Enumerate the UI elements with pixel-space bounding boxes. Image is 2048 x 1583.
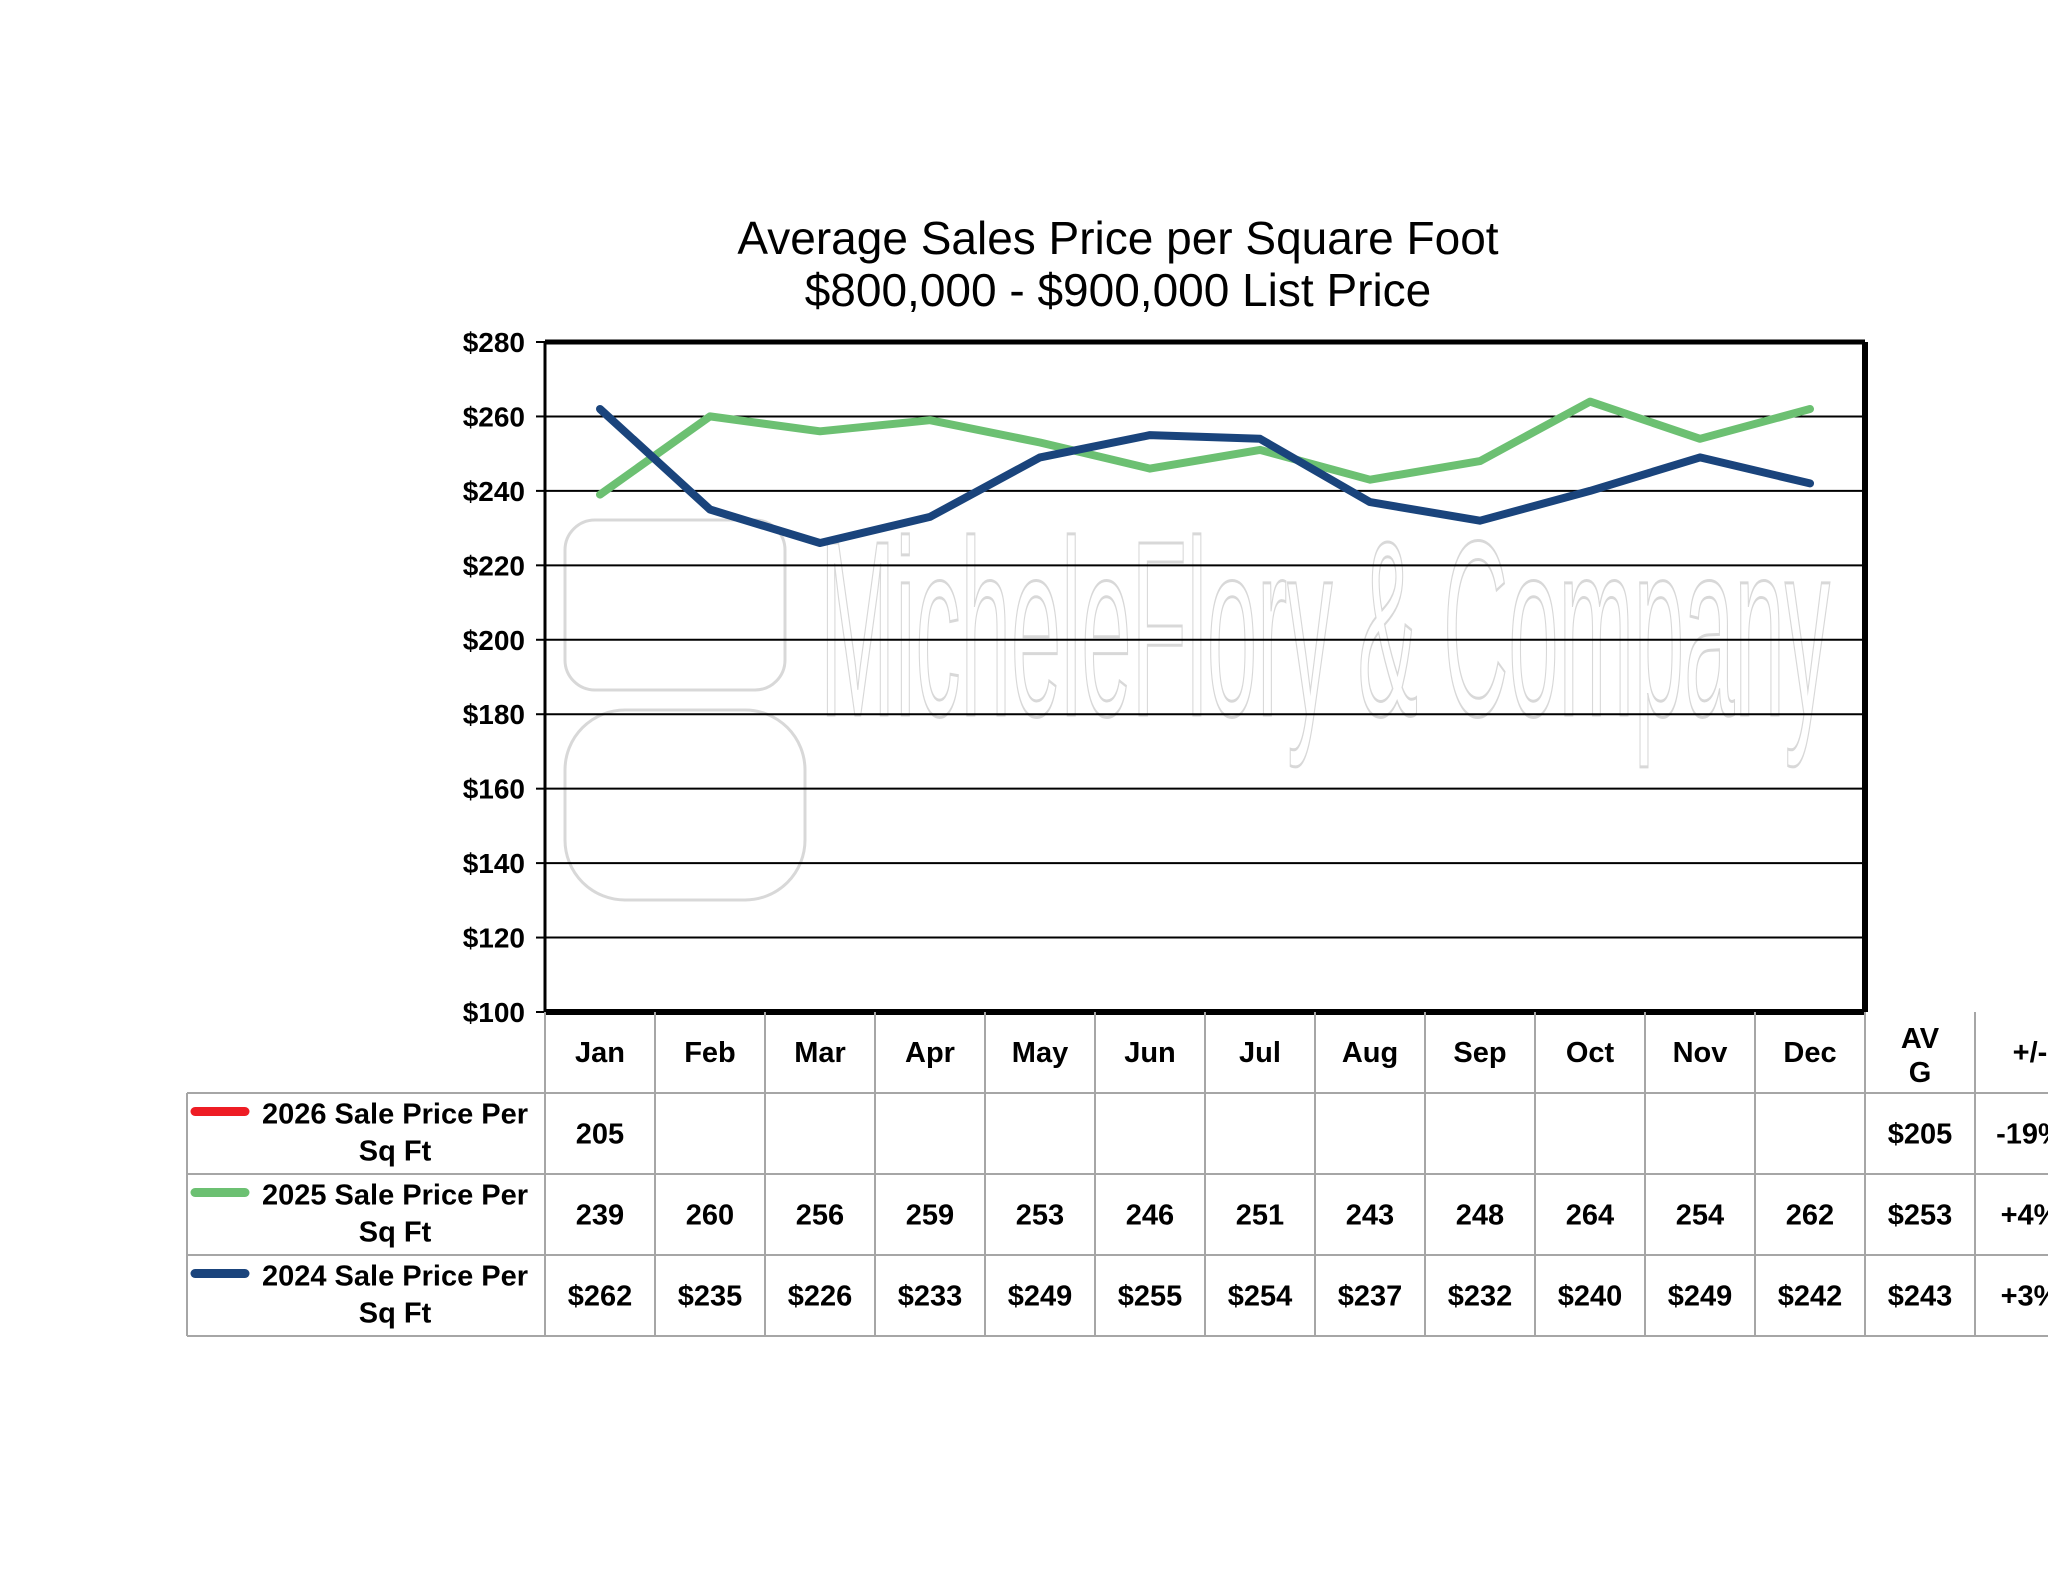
table-cell-value: 253 bbox=[1016, 1200, 1064, 1232]
table-cell-value: 254 bbox=[1676, 1200, 1724, 1232]
x-tick-label: May bbox=[1012, 1037, 1068, 1069]
watermark-logo: MicheleFlory & Company bbox=[563, 488, 1832, 902]
table-cell-value: 248 bbox=[1456, 1200, 1504, 1232]
y-axis-ticks: $100 $120 $140 $160 $180 $200 $220 $240 $260 $280 bbox=[463, 327, 545, 1028]
x-tick-label: Aug bbox=[1342, 1037, 1398, 1069]
table-cell-value: 251 bbox=[1236, 1200, 1284, 1232]
chart-title: Average Sales Price per Square Foot bbox=[737, 212, 1498, 264]
y-tick-label: $180 bbox=[463, 699, 525, 730]
watermark-house-icon bbox=[563, 518, 787, 692]
table-cell-value: $240 bbox=[1558, 1281, 1623, 1313]
x-tick-label: Sep bbox=[1453, 1037, 1506, 1069]
y-tick-label: $220 bbox=[463, 550, 525, 581]
y-tick-label: $160 bbox=[463, 774, 525, 805]
table-cell-value: $262 bbox=[568, 1281, 633, 1313]
table-cell-change: -19% bbox=[1996, 1119, 2048, 1151]
table-cell-value: $232 bbox=[1448, 1281, 1513, 1313]
table-cell-value: 260 bbox=[686, 1200, 734, 1232]
table-cell-value: 243 bbox=[1346, 1200, 1394, 1232]
table-cell-avg: $205 bbox=[1888, 1119, 1953, 1151]
table-cell-value: $235 bbox=[678, 1281, 743, 1313]
avg-header-label-part1: AV bbox=[1901, 1023, 1940, 1055]
change-header-label: +/- bbox=[2013, 1037, 2048, 1069]
x-tick-label: Jan bbox=[575, 1037, 625, 1069]
series-line-2 bbox=[596, 405, 1814, 547]
table-cell-value: $242 bbox=[1778, 1281, 1843, 1313]
table-cell-value: 262 bbox=[1786, 1200, 1834, 1232]
table-cell-value: 256 bbox=[796, 1200, 844, 1232]
y-tick-label: $120 bbox=[463, 923, 525, 954]
y-tick-label: $140 bbox=[463, 848, 525, 879]
table-cell-value: $249 bbox=[1008, 1281, 1073, 1313]
table-cell-value: $226 bbox=[788, 1281, 853, 1313]
table-cell-change: +3% bbox=[2001, 1281, 2048, 1313]
x-tick-label: Dec bbox=[1783, 1037, 1836, 1069]
legend-label-line1: 2024 Sale Price Per bbox=[262, 1261, 528, 1293]
table-cell-avg: $253 bbox=[1888, 1200, 1953, 1232]
table-cell-value: 259 bbox=[906, 1200, 954, 1232]
avg-header-label-part2: G bbox=[1909, 1057, 1932, 1089]
table-cell-value: $249 bbox=[1668, 1281, 1733, 1313]
x-tick-label: Jul bbox=[1239, 1037, 1281, 1069]
watermark-line1: MicheleFlory & Company bbox=[820, 489, 1830, 768]
table-cell-value: 264 bbox=[1566, 1200, 1614, 1232]
table-cell-avg: $243 bbox=[1888, 1281, 1953, 1313]
legend-label-line2: Sq Ft bbox=[359, 1136, 432, 1168]
x-tick-label: Apr bbox=[905, 1037, 955, 1069]
legend-label-line2: Sq Ft bbox=[359, 1298, 432, 1330]
table-cell-value: $254 bbox=[1228, 1281, 1293, 1313]
watermark-shape-icon bbox=[563, 708, 807, 902]
y-tick-label: $240 bbox=[463, 476, 525, 507]
x-tick-label: Oct bbox=[1566, 1037, 1615, 1069]
table-cell-value: 246 bbox=[1126, 1200, 1174, 1232]
y-tick-label: $200 bbox=[463, 625, 525, 656]
x-tick-label: Nov bbox=[1673, 1037, 1728, 1069]
data-table: Jan Feb Mar Apr May Jun Jul Aug Sep Oct Nov Dec AVG +… bbox=[186, 1012, 2048, 1337]
y-tick-label: $100 bbox=[463, 997, 525, 1028]
table-cell-change: +4% bbox=[2001, 1200, 2048, 1232]
y-tick-label: $260 bbox=[463, 401, 525, 432]
series-line-1 bbox=[596, 397, 1814, 499]
table-cell-value: 205 bbox=[576, 1119, 624, 1151]
legend-label-line1: 2026 Sale Price Per bbox=[262, 1099, 528, 1131]
x-tick-label: Feb bbox=[684, 1037, 736, 1069]
table-cell-value: $237 bbox=[1338, 1281, 1403, 1313]
table-cell-value: $233 bbox=[898, 1281, 963, 1313]
table-cell-value: $255 bbox=[1118, 1281, 1183, 1313]
x-tick-label: Mar bbox=[794, 1037, 846, 1069]
series-lines bbox=[596, 397, 1814, 547]
legend-label-line1: 2025 Sale Price Per bbox=[262, 1180, 528, 1212]
chart-subtitle: $800,000 - $900,000 List Price bbox=[805, 264, 1432, 316]
table-cell-value: 239 bbox=[576, 1200, 624, 1232]
x-tick-label: Jun bbox=[1124, 1037, 1176, 1069]
legend-label-line2: Sq Ft bbox=[359, 1217, 432, 1249]
y-tick-label: $280 bbox=[463, 327, 525, 358]
